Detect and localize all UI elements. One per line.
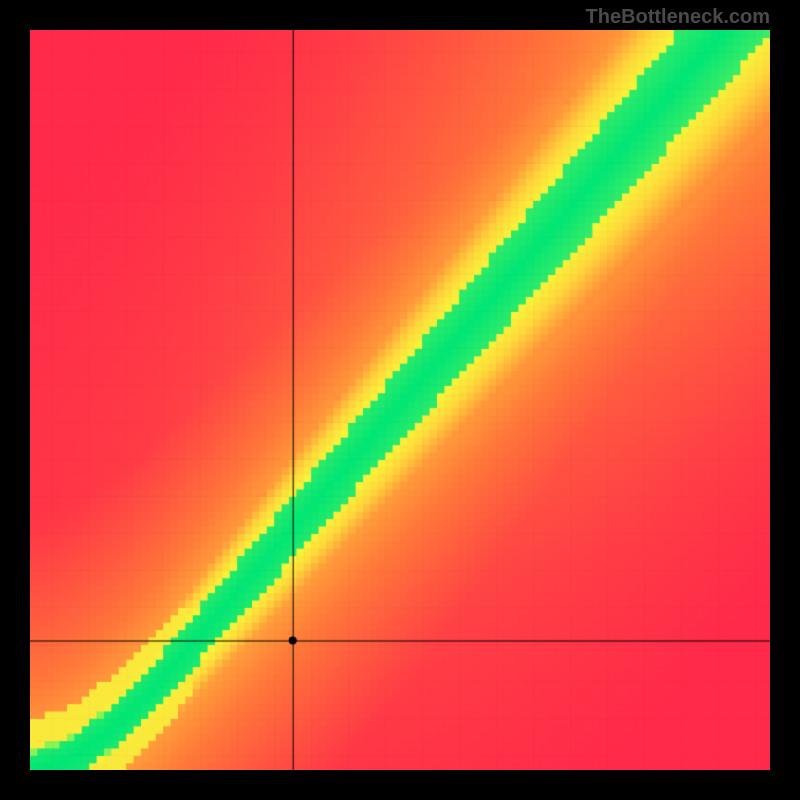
watermark-text: TheBottleneck.com: [586, 6, 770, 29]
heatmap-canvas: [30, 30, 770, 770]
bottleneck-heatmap: [30, 30, 770, 770]
